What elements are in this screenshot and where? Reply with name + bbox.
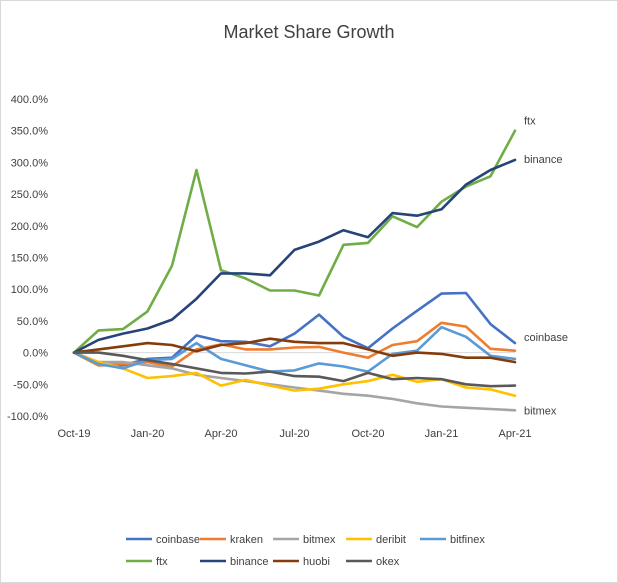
legend-item-coinbase: coinbase <box>126 534 200 546</box>
series-line-huobi <box>72 337 517 364</box>
x-tick-label: Apr-20 <box>204 428 237 440</box>
annotation-binance: binance <box>524 154 563 166</box>
y-tick-label: 150.0% <box>11 253 49 265</box>
x-tick-label: Apr-21 <box>498 428 531 440</box>
legend-label-okex: okex <box>376 556 400 568</box>
y-tick-label: 50.0% <box>17 316 48 328</box>
legend-item-deribit: deribit <box>346 534 406 546</box>
x-tick-label: Jan-21 <box>425 428 459 440</box>
y-tick-label: 200.0% <box>11 221 49 233</box>
legend-label-deribit: deribit <box>376 534 406 546</box>
legend-label-bitfinex: bitfinex <box>450 534 485 546</box>
y-tick-label: 400.0% <box>11 94 49 106</box>
series-line-kraken <box>72 321 517 368</box>
x-tick-label: Jan-20 <box>131 428 165 440</box>
annotation-ftx: ftx <box>524 116 536 128</box>
legend-item-ftx: ftx <box>126 556 168 568</box>
chart-title: Market Share Growth <box>223 22 394 42</box>
y-tick-label: 0.0% <box>23 348 48 360</box>
legend-label-coinbase: coinbase <box>156 534 200 546</box>
y-tick-label: 350.0% <box>11 126 49 138</box>
series-line-okex <box>72 351 517 388</box>
legend-label-ftx: ftx <box>156 556 168 568</box>
legend-item-bitmex: bitmex <box>273 534 336 546</box>
x-tick-label: Oct-19 <box>57 428 90 440</box>
legend-label-huobi: huobi <box>303 556 330 568</box>
legend-label-bitmex: bitmex <box>303 534 336 546</box>
legend-item-huobi: huobi <box>273 556 330 568</box>
legend-item-binance: binance <box>200 556 269 568</box>
y-tick-label: -100.0% <box>7 411 48 423</box>
y-tick-label: 100.0% <box>11 284 49 296</box>
legend-item-bitfinex: bitfinex <box>420 534 485 546</box>
series-line-ftx <box>72 129 517 354</box>
legend-label-kraken: kraken <box>230 534 263 546</box>
x-tick-label: Oct-20 <box>351 428 384 440</box>
y-tick-label: 250.0% <box>11 189 49 201</box>
legend: coinbase kraken bitmex deribit bitfinex ftx bi… <box>126 534 485 568</box>
y-tick-label: 300.0% <box>11 157 49 169</box>
annotation-bitmex: bitmex <box>524 405 557 417</box>
legend-label-binance: binance <box>230 556 269 568</box>
annotation-coinbase: coinbase <box>524 332 568 344</box>
y-axis-ticks: 400.0% 350.0% 300.0% 250.0% 200.0% 150.0% 100.… <box>7 94 48 423</box>
legend-item-kraken: kraken <box>200 534 263 546</box>
x-tick-label: Jul-20 <box>280 428 310 440</box>
series-line-bitmex <box>72 351 517 412</box>
y-tick-label: -50.0% <box>13 379 48 391</box>
legend-item-okex: okex <box>346 556 400 568</box>
series-annotations: ftx binance coinbase bitmex <box>524 116 568 418</box>
series-line-binance <box>72 158 517 354</box>
series-lines <box>72 129 517 412</box>
